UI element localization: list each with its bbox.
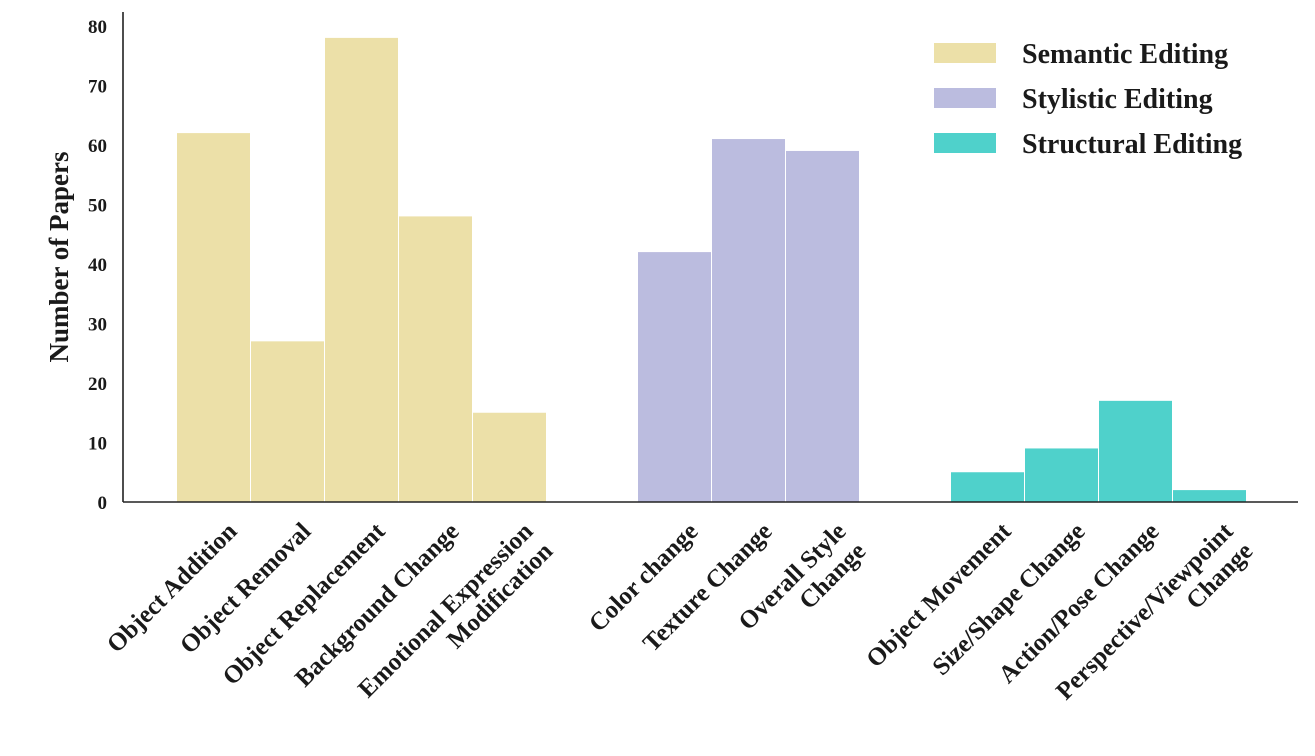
legend-swatch (934, 88, 996, 108)
category-label: Emotional ExpressionModification (353, 518, 558, 723)
bars-layer (177, 37, 1246, 503)
category-label: Texture Change (638, 518, 777, 657)
category-label: Object Addition (102, 518, 242, 658)
bar (638, 252, 711, 502)
category-label-line: Object Addition (102, 518, 242, 658)
y-tick-label: 30 (88, 315, 107, 336)
bar (473, 412, 546, 502)
bar (1099, 400, 1172, 502)
category-label: Perspective/ViewpointChange (1051, 517, 1259, 725)
y-tick-label: 80 (88, 17, 107, 38)
y-tick-label: 40 (88, 255, 107, 276)
bar (325, 37, 398, 503)
bar (786, 150, 859, 502)
y-tick-label: 60 (88, 136, 107, 157)
bar (951, 472, 1024, 502)
bar (712, 139, 785, 503)
bar (399, 216, 472, 502)
y-tick-labels: 0 10 20 30 40 50 60 70 80 (88, 17, 107, 514)
y-tick-label: 70 (88, 77, 107, 98)
bar (251, 341, 324, 502)
y-tick-label: 20 (88, 374, 107, 395)
bar (1173, 490, 1246, 502)
y-axis-label: Number of Papers (44, 152, 74, 363)
category-label-line: Texture Change (638, 518, 777, 657)
legend-label: Stylistic Editing (1022, 84, 1213, 115)
category-label-line: Object Removal (175, 518, 316, 659)
y-tick-label: 10 (88, 434, 107, 455)
legend: Semantic Editing Stylistic Editing Structu… (934, 39, 1242, 160)
legend-swatch (934, 43, 996, 63)
category-label: Object Removal (175, 518, 316, 659)
legend-label: Semantic Editing (1022, 39, 1228, 70)
legend-swatch (934, 133, 996, 153)
legend-label: Structural Editing (1022, 129, 1242, 160)
bar (177, 133, 250, 502)
y-tick-label: 50 (88, 196, 107, 217)
bar (1025, 448, 1098, 502)
y-tick-label: 0 (98, 493, 108, 514)
